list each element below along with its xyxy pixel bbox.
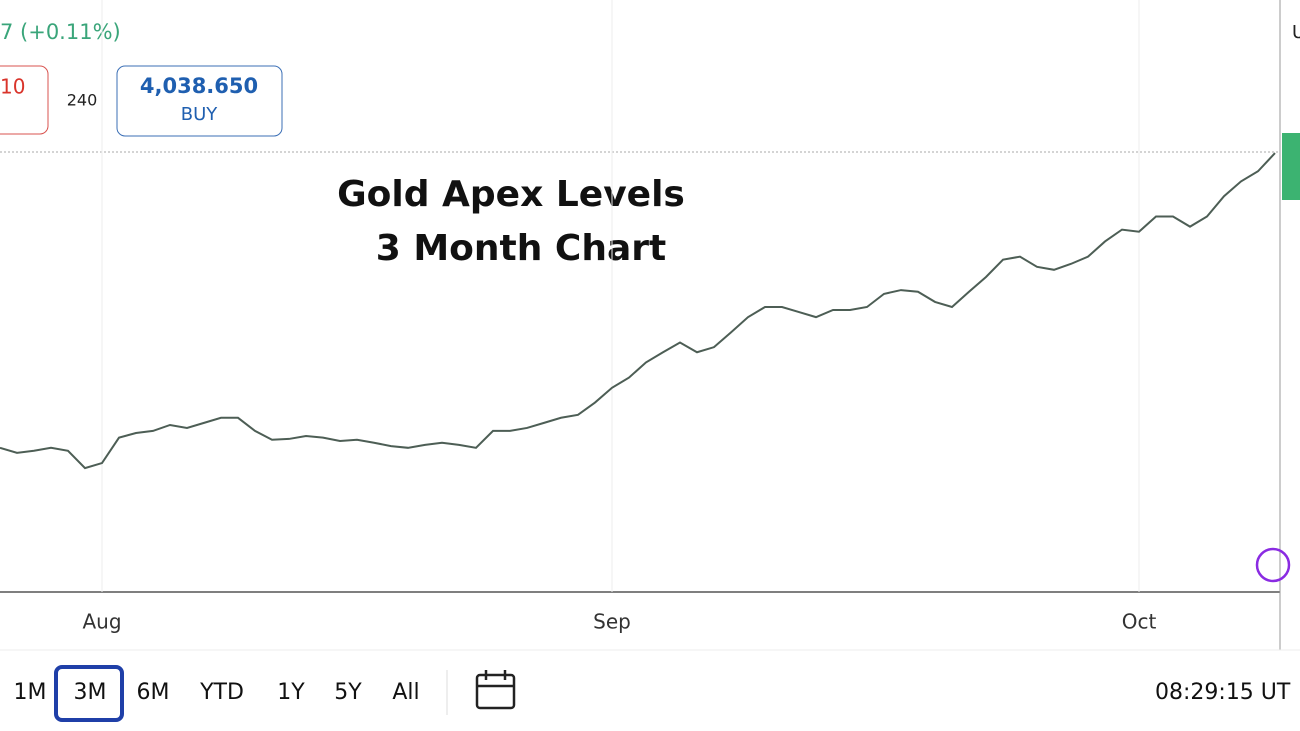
chart-title: 3 Month Chart <box>376 228 666 269</box>
range-button[interactable]: 1M <box>14 680 47 705</box>
change: 7 (+0.11%) <box>0 20 121 44</box>
range-button[interactable]: 5Y <box>334 680 362 705</box>
range-button[interactable]: All <box>392 680 419 705</box>
sell-price[interactable]: 10 <box>0 75 25 99</box>
buy-price[interactable]: 4,038.650 <box>140 74 258 98</box>
x-tick-label: Aug <box>82 610 121 634</box>
buy-box[interactable] <box>116 65 283 137</box>
chart-title: Gold Apex Levels <box>337 174 685 215</box>
range-selected <box>54 665 124 722</box>
buy-label[interactable]: BUY <box>181 104 219 125</box>
price-label <box>1282 133 1300 200</box>
range-button[interactable]: YTD <box>199 680 244 705</box>
calendar-icon[interactable] <box>475 670 516 710</box>
range-button[interactable]: 3M <box>74 680 107 705</box>
range-button[interactable]: 6M <box>137 680 170 705</box>
clock: 08:29:15 UT <box>1155 680 1291 705</box>
sell-box[interactable] <box>0 65 49 135</box>
x-tick-label: Sep <box>593 610 631 634</box>
price-line <box>0 152 1276 470</box>
corner-label: U <box>1292 22 1300 43</box>
logo[interactable] <box>1255 547 1291 583</box>
range-button[interactable]: 1Y <box>277 680 305 705</box>
x-tick-label: Oct <box>1122 610 1157 634</box>
spread: 240 <box>67 91 98 110</box>
